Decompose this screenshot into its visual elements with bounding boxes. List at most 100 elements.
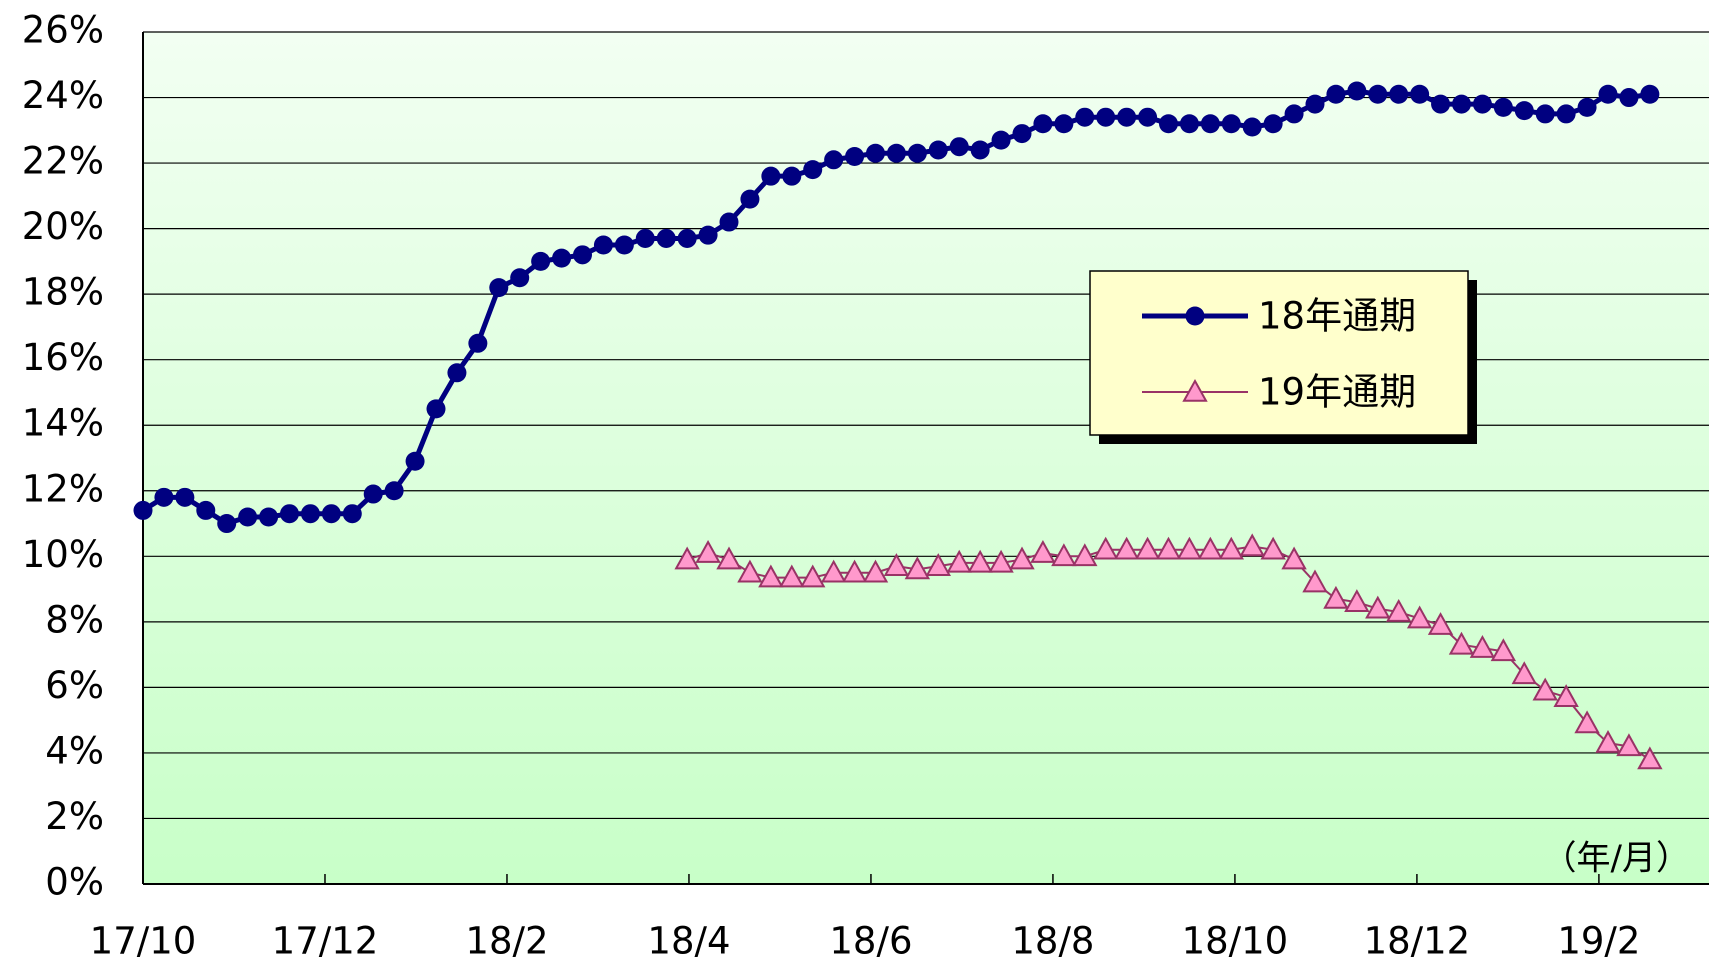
marker bbox=[1619, 88, 1639, 108]
marker bbox=[1176, 536, 1203, 560]
marker bbox=[779, 564, 805, 588]
marker bbox=[1368, 84, 1388, 104]
marker bbox=[1138, 107, 1158, 127]
marker bbox=[845, 147, 865, 167]
marker bbox=[800, 564, 826, 588]
y-tick-label: 6% bbox=[45, 664, 104, 707]
marker bbox=[925, 553, 951, 576]
marker bbox=[300, 504, 320, 524]
marker bbox=[1365, 595, 1391, 619]
y-tick-label: 18% bbox=[22, 271, 104, 314]
x-tick-label: 19/2 bbox=[1557, 920, 1640, 962]
marker bbox=[761, 166, 781, 186]
marker bbox=[928, 140, 948, 160]
marker bbox=[719, 212, 739, 232]
marker bbox=[217, 514, 237, 534]
marker bbox=[970, 140, 990, 160]
marker bbox=[695, 539, 721, 563]
marker bbox=[1511, 661, 1537, 685]
marker bbox=[737, 559, 763, 583]
marker bbox=[677, 228, 697, 248]
y-tick-label: 20% bbox=[22, 205, 104, 248]
marker bbox=[196, 500, 216, 520]
marker bbox=[1448, 631, 1475, 655]
marker bbox=[133, 500, 153, 520]
marker bbox=[1155, 536, 1182, 560]
marker bbox=[342, 504, 362, 524]
marker bbox=[1431, 94, 1451, 114]
y-tick-label: 2% bbox=[45, 795, 104, 838]
marker bbox=[1406, 605, 1433, 629]
marker bbox=[1305, 94, 1325, 114]
marker bbox=[1096, 107, 1116, 127]
marker bbox=[1640, 84, 1660, 104]
marker bbox=[468, 333, 488, 353]
marker bbox=[1389, 84, 1409, 104]
marker bbox=[614, 235, 634, 255]
y-tick-label: 24% bbox=[22, 74, 104, 117]
plot-area bbox=[143, 32, 1709, 884]
marker bbox=[1553, 684, 1579, 708]
marker bbox=[949, 137, 969, 157]
marker bbox=[740, 189, 760, 209]
marker bbox=[1472, 94, 1492, 114]
marker bbox=[1323, 585, 1349, 609]
marker bbox=[1302, 569, 1328, 593]
marker bbox=[904, 556, 931, 580]
y-tick-label: 8% bbox=[45, 598, 104, 641]
marker bbox=[820, 559, 847, 583]
marker bbox=[635, 228, 655, 248]
marker bbox=[1221, 114, 1241, 134]
marker bbox=[447, 363, 467, 383]
marker bbox=[1427, 612, 1454, 635]
marker bbox=[967, 549, 993, 573]
marker bbox=[489, 278, 509, 298]
marker bbox=[531, 251, 551, 271]
marker bbox=[510, 268, 530, 288]
marker bbox=[1535, 104, 1555, 124]
x-tick-label: 18/10 bbox=[1182, 920, 1289, 962]
marker bbox=[1556, 104, 1576, 124]
marker bbox=[1344, 589, 1370, 612]
marker bbox=[175, 487, 195, 507]
marker bbox=[552, 248, 572, 268]
legend-label: 19年通期 bbox=[1258, 371, 1416, 414]
legend-marker bbox=[1182, 378, 1208, 402]
marker bbox=[1637, 746, 1663, 770]
marker bbox=[1284, 104, 1304, 124]
x-tick-label: 17/12 bbox=[272, 920, 379, 962]
y-tick-label: 12% bbox=[22, 467, 104, 510]
marker bbox=[886, 143, 906, 163]
marker bbox=[1490, 638, 1517, 662]
x-tick-label: 18/6 bbox=[829, 920, 912, 962]
marker bbox=[1200, 114, 1220, 134]
marker bbox=[279, 504, 299, 524]
axis-unit: （年/月） bbox=[1543, 839, 1690, 879]
marker bbox=[363, 484, 383, 504]
marker bbox=[716, 546, 742, 570]
y-tick-label: 0% bbox=[45, 861, 104, 904]
marker bbox=[238, 507, 258, 527]
marker bbox=[1451, 94, 1471, 114]
y-tick-label: 16% bbox=[22, 336, 104, 379]
y-tick-label: 10% bbox=[22, 533, 104, 576]
marker bbox=[426, 399, 446, 419]
marker bbox=[803, 160, 823, 180]
marker bbox=[259, 507, 279, 527]
y-tick-label: 26% bbox=[22, 9, 104, 52]
marker bbox=[405, 451, 425, 471]
marker bbox=[321, 504, 341, 524]
marker bbox=[907, 143, 927, 163]
marker bbox=[656, 228, 676, 248]
marker bbox=[862, 559, 889, 583]
marker bbox=[1033, 114, 1053, 134]
marker bbox=[154, 487, 174, 507]
marker bbox=[1263, 114, 1283, 134]
marker bbox=[1469, 635, 1496, 658]
marker bbox=[1075, 107, 1095, 127]
marker bbox=[1158, 114, 1178, 134]
marker bbox=[1532, 677, 1558, 701]
marker bbox=[1239, 533, 1265, 557]
y-tick-label: 14% bbox=[22, 402, 104, 445]
marker bbox=[946, 549, 972, 573]
